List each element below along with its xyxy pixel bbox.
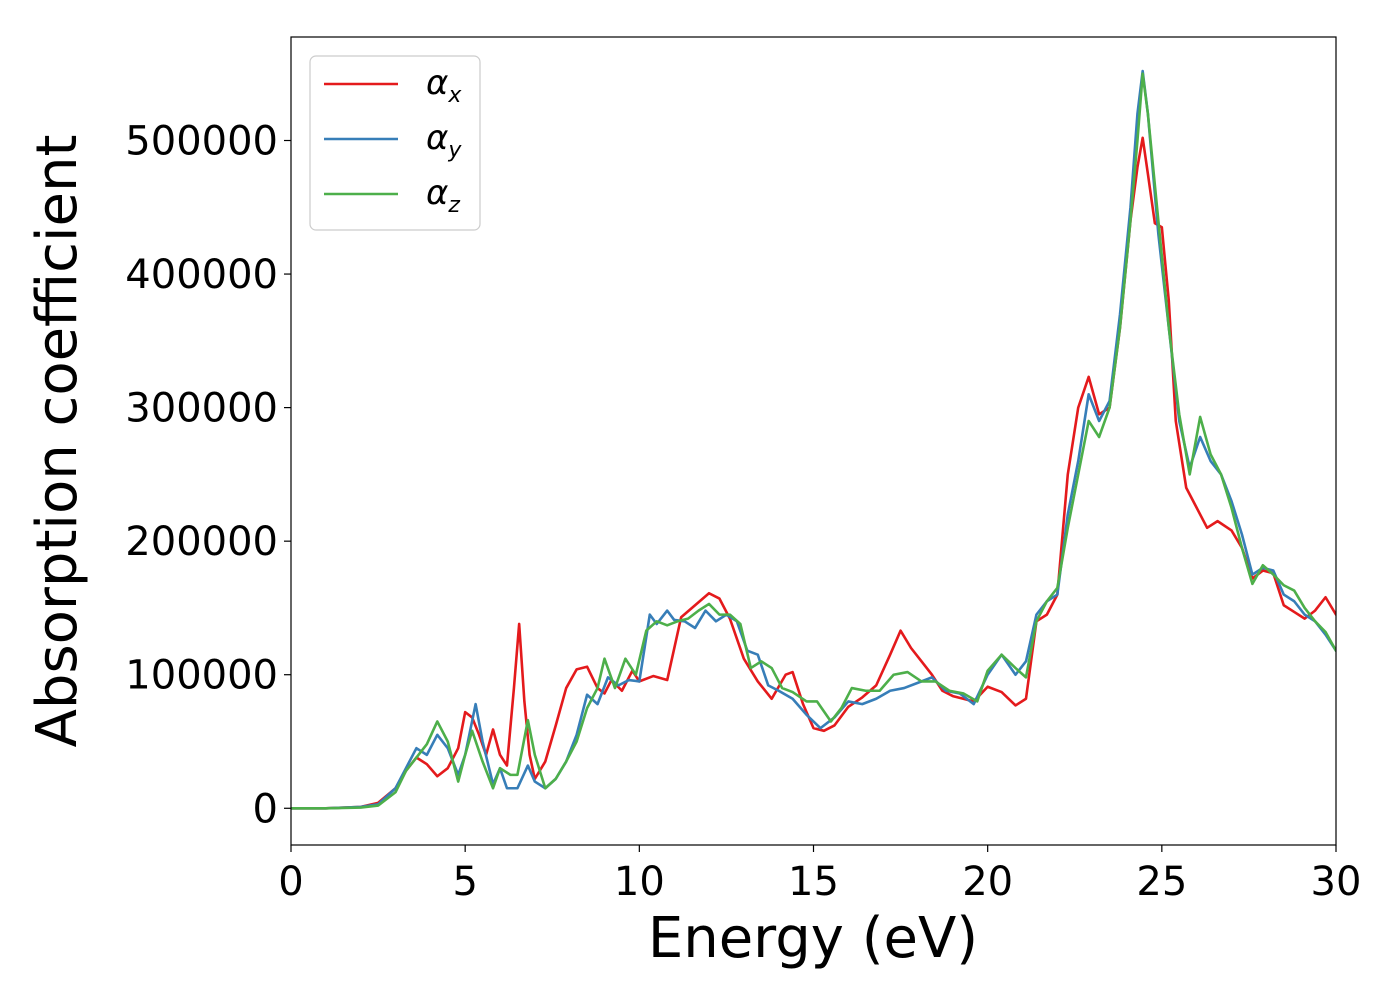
x-axis: 0 5 10 15 20 25 30 [278, 845, 1361, 905]
y-axis-label: Absorption coefficient [25, 135, 90, 748]
y-tick-label: 400000 [125, 252, 278, 298]
series-line-z [291, 72, 1336, 810]
y-tick-label: 100000 [125, 653, 278, 699]
x-tick-label: 30 [1311, 859, 1362, 905]
y-tick-label: 300000 [125, 386, 278, 432]
x-axis-label: Energy (eV) [648, 906, 978, 971]
y-tick-label: 200000 [125, 519, 278, 565]
y-axis: 0 100000 200000 300000 400000 500000 [125, 119, 291, 832]
x-tick-label: 20 [962, 859, 1013, 905]
legend-box [309, 55, 481, 231]
x-tick-label: 15 [788, 859, 839, 905]
y-tick-label: 0 [253, 786, 278, 832]
series-layer [291, 69, 1336, 810]
y-tick-label: 500000 [125, 119, 278, 165]
x-tick-label: 0 [278, 859, 303, 905]
x-tick-label: 5 [452, 859, 477, 905]
x-tick-label: 25 [1136, 859, 1187, 905]
x-tick-label: 10 [614, 859, 665, 905]
series-line-x [291, 136, 1336, 810]
